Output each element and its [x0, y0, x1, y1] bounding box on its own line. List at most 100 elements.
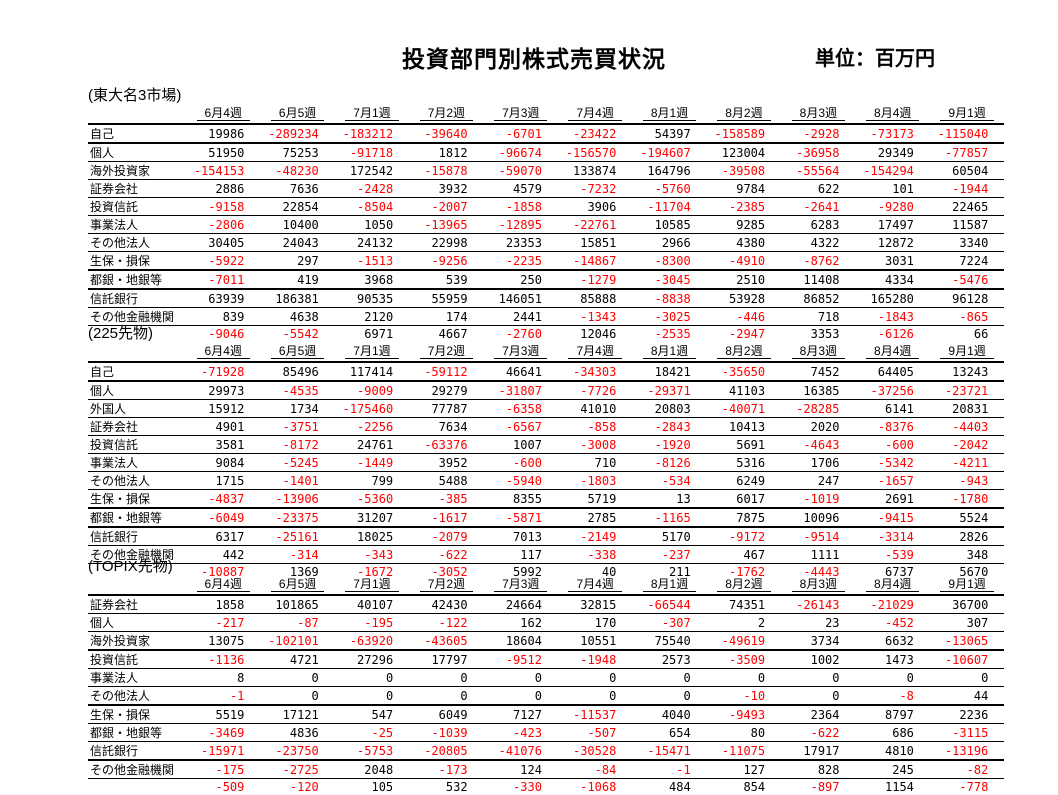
- row-label: 事業法人: [90, 456, 139, 470]
- value-cell: -8300: [654, 253, 691, 268]
- value-cell: 539: [445, 272, 468, 287]
- value-cell: 15851: [580, 235, 617, 250]
- week-header: 8月1週: [632, 575, 706, 595]
- value-cell: 718: [817, 309, 840, 324]
- value-cell: -13196: [944, 743, 989, 758]
- value-cell: 6049: [438, 707, 468, 722]
- value-cell: 2785: [587, 510, 617, 525]
- value-cell: -6049: [208, 510, 245, 525]
- value-cell: 1812: [438, 145, 468, 160]
- value-cell: 4667: [438, 326, 468, 341]
- table-row: その他法人 -1 0 0 0 0 0 0 -10 0 -8 44: [88, 687, 1005, 705]
- value-cell: 4579: [513, 181, 542, 196]
- value-cell: 0: [906, 670, 914, 685]
- value-cell: 146051: [498, 291, 542, 306]
- row-label-header: [88, 104, 186, 124]
- value-cell: -15971: [201, 743, 245, 758]
- week-header: 6月4週: [186, 342, 260, 362]
- value-cell: 6249: [736, 473, 766, 488]
- total-row: -9046 -5542 6971 4667 -2760 12046 -2535 -2947 33…: [88, 326, 1004, 342]
- value-cell: -3008: [580, 437, 617, 452]
- table-row: その他法人 30405 24043 24132 22998 23353 15851 2966 4…: [88, 234, 1005, 252]
- value-cell: 710: [594, 455, 617, 470]
- value-cell: 6283: [810, 217, 840, 232]
- value-cell: -289234: [268, 126, 319, 141]
- value-cell: 9784: [736, 181, 766, 196]
- value-cell: 0: [534, 670, 542, 685]
- value-cell: -1019: [803, 491, 840, 506]
- week-header: 7月4週: [558, 342, 632, 362]
- value-cell: 42430: [431, 597, 468, 612]
- value-cell: 4836: [289, 725, 319, 740]
- week-header-label: 8月3週: [791, 577, 845, 592]
- value-cell: 5519: [215, 707, 245, 722]
- value-cell: -11537: [572, 707, 617, 722]
- value-cell: 22998: [431, 235, 468, 250]
- value-cell: -3509: [729, 652, 766, 667]
- table-row: 都銀・地銀等 -7011 419 3968 539 250 -1279 -3045 2510 11…: [88, 270, 1005, 289]
- row-label: 証券会社: [90, 420, 139, 434]
- row-label: その他金融機関: [90, 548, 175, 562]
- value-cell: -1843: [877, 309, 914, 324]
- value-cell: 348: [966, 547, 989, 562]
- value-cell: 0: [385, 688, 394, 703]
- value-cell: -3469: [208, 725, 245, 740]
- week-header-label: 7月3週: [494, 106, 548, 121]
- value-cell: -39508: [721, 163, 766, 178]
- value-cell: -4837: [208, 491, 245, 506]
- value-cell: 162: [520, 615, 542, 630]
- value-cell: 622: [817, 181, 840, 196]
- value-cell: 0: [832, 688, 840, 703]
- table-row: 証券会社 2886 7636 -2428 3932 4579 -7232 -5760 9784 6…: [88, 180, 1005, 198]
- row-label: 都銀・地銀等: [90, 726, 163, 740]
- value-cell: 0: [683, 670, 691, 685]
- value-cell: 442: [222, 547, 245, 562]
- value-cell: -8172: [282, 437, 319, 452]
- value-cell: 165280: [870, 291, 914, 306]
- value-cell: 3932: [438, 181, 468, 196]
- value-cell: 7634: [438, 419, 468, 434]
- value-cell: -9256: [431, 253, 468, 268]
- value-cell: 4810: [885, 743, 914, 758]
- value-cell: -1944: [952, 181, 989, 196]
- value-cell: -154153: [193, 163, 245, 178]
- value-cell: 0: [981, 670, 989, 685]
- value-cell: -5245: [282, 455, 319, 470]
- value-cell: -1920: [654, 437, 691, 452]
- page-title: 投資部門別株式売買状況: [402, 46, 666, 72]
- value-cell: 10400: [282, 217, 319, 232]
- week-header-label: 7月4週: [568, 106, 622, 121]
- value-cell: -2760: [505, 326, 542, 341]
- value-cell: -314: [289, 547, 319, 562]
- row-label: 信託銀行: [90, 292, 139, 306]
- value-cell: -28285: [796, 401, 840, 416]
- value-cell: -26143: [796, 597, 840, 612]
- value-cell: 23353: [505, 235, 542, 250]
- value-cell: 9285: [736, 217, 766, 232]
- value-cell: -71928: [201, 364, 245, 379]
- value-cell: 686: [892, 725, 914, 740]
- value-cell: 16385: [803, 383, 840, 398]
- value-cell: -338: [587, 547, 617, 562]
- value-cell: -1279: [580, 272, 617, 287]
- value-cell: -2149: [580, 529, 617, 544]
- value-cell: 2886: [215, 181, 245, 196]
- value-cell: -23375: [275, 510, 319, 525]
- value-cell: 6737: [885, 564, 914, 579]
- table-row: 生保・損保 -4837 -13906 -5360 -385 8355 5719 13 6017 -…: [88, 490, 1005, 508]
- value-cell: -4211: [952, 455, 989, 470]
- value-cell: 467: [743, 547, 766, 562]
- value-cell: 1473: [885, 652, 914, 667]
- week-header-label: 8月2週: [717, 344, 771, 359]
- value-cell: 77787: [431, 401, 468, 416]
- table-row: 事業法人 9084 -5245 -1449 3952 -600 710 -8126 5316 17…: [88, 454, 1005, 472]
- row-label: 投資信託: [90, 200, 139, 214]
- value-cell: 117414: [349, 364, 394, 379]
- value-cell: 211: [669, 564, 691, 579]
- week-header: 8月2週: [707, 575, 781, 595]
- value-cell: -3314: [877, 529, 914, 544]
- value-cell: 532: [445, 779, 468, 794]
- value-cell: 31207: [357, 510, 394, 525]
- row-label: その他法人: [90, 689, 151, 703]
- value-cell: -9493: [729, 707, 766, 722]
